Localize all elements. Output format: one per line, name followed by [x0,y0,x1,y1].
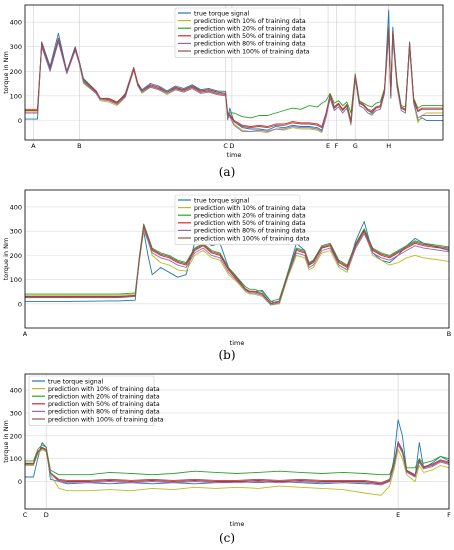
x-tick-label: H [386,142,391,150]
x-tick-label: E [396,511,400,519]
x-tick-label: C [223,142,228,150]
x-tick-label: D [229,142,234,150]
caption-a: (a) [218,165,236,179]
y-axis-label: torque in Nm [2,51,10,94]
legend-entry: prediction with 20% of training data [194,213,306,220]
series-line [25,442,450,476]
legend-entry: prediction with 80% of training data [194,228,306,235]
y-tick-label: 200 [10,252,22,260]
legend-entry: prediction with 20% of training data [48,394,160,401]
y-tick-label: 200 [10,68,22,76]
x-tick-label: B [447,330,451,338]
legend-entry: prediction with 50% of training data [194,220,306,227]
series-line [25,419,450,485]
x-tick-label: A [23,330,28,338]
x-axis-label: time [230,520,245,528]
y-tick-label: 400 [10,203,22,211]
legend-box [174,194,301,245]
legend-entry: prediction with 50% of training data [48,401,160,408]
y-tick-label: 300 [10,228,22,236]
x-tick-label: D [44,511,49,519]
series-line [25,27,443,129]
legend-entry: prediction with 100% of training data [194,235,310,242]
legend-entry: prediction with 10% of training data [48,386,160,393]
legend-entry: prediction with 100% of training data [194,48,310,55]
caption-c: (c) [218,531,236,545]
series-line [25,441,450,484]
legend-entry: prediction with 100% of training data [48,416,164,423]
plot-frame [24,4,444,141]
legend-entry: true torque signal [194,10,250,17]
series-line [25,224,450,304]
legend-box [174,7,301,58]
y-axis-label: torque in Nm [2,238,10,281]
y-tick-label: 0 [18,478,22,486]
series-line [25,442,450,485]
legend-entry: true torque signal [48,378,104,385]
x-tick-label: G [353,142,358,150]
x-tick-label: C [23,511,28,519]
y-tick-label: 300 [10,43,22,51]
x-tick-label: F [335,142,339,150]
legend-entry: prediction with 50% of training data [194,33,306,40]
series-line [25,444,450,486]
legend-entry: prediction with 80% of training data [194,41,306,48]
plot-frame [24,373,450,510]
y-tick-label: 100 [10,455,22,463]
series-line [25,449,450,496]
y-tick-label: 300 [10,409,22,417]
plot-frame [24,189,450,329]
y-tick-label: 200 [10,432,22,440]
y-tick-label: 100 [10,92,22,100]
legend-entry: true torque signal [194,197,250,204]
y-axis-label: torque in Nm [2,420,10,463]
y-tick-label: 100 [10,276,22,284]
legend-entry: prediction with 10% of training data [194,205,306,212]
y-tick-label: 0 [18,117,22,125]
x-axis-label: time [230,339,245,347]
x-tick-label: E [326,142,330,150]
y-tick-label: 400 [10,387,22,395]
legend-entry: prediction with 10% of training data [194,18,306,25]
y-tick-label: 0 [18,300,22,308]
x-tick-label: A [31,142,36,150]
legend-entry: prediction with 20% of training data [194,26,306,33]
x-tick-label: B [77,142,81,150]
legend-entry: prediction with 80% of training data [48,409,160,416]
x-axis-label: time [227,151,242,159]
series-line [25,228,450,306]
caption-b: (b) [218,348,236,362]
legend-box [28,375,155,426]
x-tick-label: F [447,511,451,519]
y-tick-label: 400 [10,19,22,27]
